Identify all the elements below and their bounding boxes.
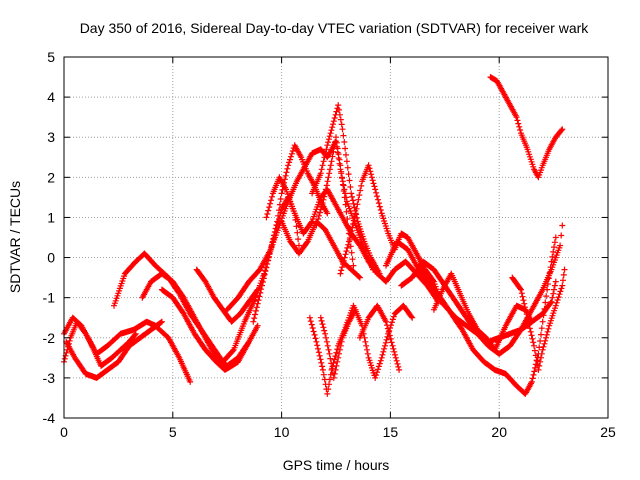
x-ticks: 0 5 10 15 20 25	[60, 57, 616, 440]
x-tick-label: 5	[169, 424, 177, 440]
data-points	[61, 74, 568, 397]
y-tick-label: 0	[47, 250, 55, 266]
y-tick-label: -3	[43, 370, 56, 386]
x-axis-label: GPS time / hours	[283, 457, 390, 473]
series-markers	[61, 74, 568, 397]
x-tick-label: 25	[600, 424, 616, 440]
x-tick-label: 10	[274, 424, 290, 440]
y-tick-label: 2	[47, 169, 55, 185]
y-tick-label: 5	[47, 49, 55, 65]
y-tick-label: -2	[43, 330, 56, 346]
y-tick-label: 3	[47, 129, 55, 145]
y-ticks: -4 -3 -2 -1 0 1 2 3 4 5	[43, 49, 608, 426]
x-tick-label: 20	[491, 424, 507, 440]
y-tick-label: 4	[47, 89, 55, 105]
x-tick-label: 0	[60, 424, 68, 440]
y-axis-label: SDTVAR / TECUs	[7, 181, 23, 293]
x-tick-label: 15	[383, 424, 399, 440]
y-tick-label: -4	[43, 410, 56, 426]
y-tick-label: -1	[43, 290, 56, 306]
plot-frame	[63, 56, 609, 419]
y-tick-label: 1	[47, 209, 55, 225]
chart-title: Day 350 of 2016, Sidereal Day-to-day VTE…	[80, 20, 590, 36]
